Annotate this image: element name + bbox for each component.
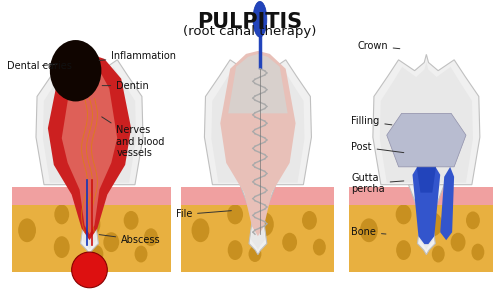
Polygon shape [76,183,104,250]
Polygon shape [408,185,444,255]
Text: (root canal therapy): (root canal therapy) [184,25,316,38]
Polygon shape [440,167,454,240]
Ellipse shape [256,212,274,236]
Ellipse shape [192,218,210,242]
Ellipse shape [432,246,444,262]
Polygon shape [373,54,480,185]
Ellipse shape [302,211,317,230]
Polygon shape [228,54,288,113]
Text: Inflammation: Inflammation [99,51,176,61]
Ellipse shape [54,205,69,224]
Polygon shape [180,187,334,205]
Ellipse shape [54,236,70,258]
Text: Post: Post [351,142,404,153]
Text: Filling: Filling [351,116,392,126]
Ellipse shape [396,205,411,224]
Polygon shape [72,185,108,255]
Polygon shape [380,62,473,183]
Polygon shape [180,202,334,272]
Ellipse shape [313,239,326,255]
Circle shape [72,252,108,288]
Text: Nerves
and blood
vessels: Nerves and blood vessels [102,117,164,158]
Ellipse shape [104,232,119,252]
Ellipse shape [450,233,466,251]
Polygon shape [244,183,272,250]
Text: Gutta
percha: Gutta percha [351,173,404,195]
Ellipse shape [50,40,102,102]
Polygon shape [48,54,131,240]
Polygon shape [212,62,304,183]
Ellipse shape [424,212,442,236]
Ellipse shape [18,218,36,242]
Polygon shape [43,62,136,183]
Polygon shape [204,54,312,185]
Polygon shape [412,183,440,250]
Ellipse shape [144,228,158,246]
Ellipse shape [228,240,242,260]
Ellipse shape [134,246,147,262]
Polygon shape [416,165,436,193]
Polygon shape [12,202,170,272]
Polygon shape [62,63,117,234]
Text: Abscess: Abscess [99,235,161,245]
Polygon shape [386,113,466,167]
Ellipse shape [282,233,297,251]
Ellipse shape [90,245,104,263]
Polygon shape [220,51,296,236]
Ellipse shape [124,211,138,230]
Ellipse shape [396,240,411,260]
Ellipse shape [82,212,100,236]
Ellipse shape [466,211,480,229]
Text: Crown: Crown [357,41,400,51]
Polygon shape [412,165,440,244]
Text: Dental caries: Dental caries [7,61,72,71]
Ellipse shape [360,218,378,242]
Ellipse shape [253,2,267,37]
Polygon shape [240,185,276,255]
Ellipse shape [227,205,243,224]
Polygon shape [349,202,493,272]
Ellipse shape [472,244,484,261]
Ellipse shape [248,246,262,262]
Text: Bone: Bone [351,227,386,237]
Text: File: File [176,209,232,219]
Polygon shape [36,54,143,185]
Text: PULPITIS: PULPITIS [198,12,302,32]
Polygon shape [349,187,493,205]
Polygon shape [12,187,170,205]
Text: Dentin: Dentin [102,81,149,91]
